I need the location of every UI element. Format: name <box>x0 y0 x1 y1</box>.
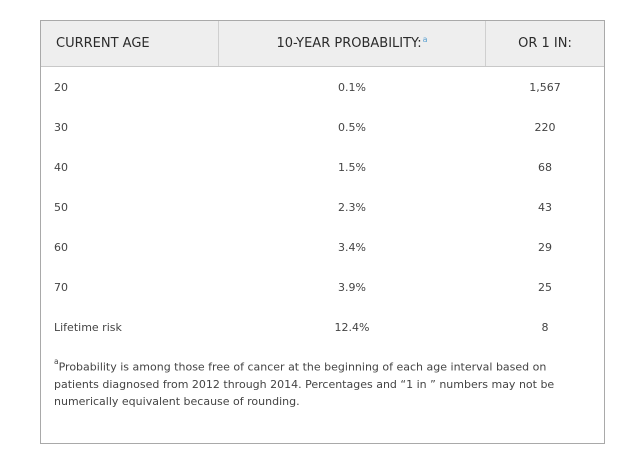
table-row: 50 2.3% 43 <box>41 187 604 227</box>
header-ten-year-probability: 10-YEAR PROBABILITY: a <box>218 21 486 66</box>
cell-probability: 12.4% <box>334 320 370 334</box>
cell-age: 40 <box>54 160 68 174</box>
table-row: 30 0.5% 220 <box>41 107 604 147</box>
cell-one-in: 220 <box>534 120 556 134</box>
table-body: 20 0.1% 1,567 30 0.5% 220 40 1.5% 68 50 … <box>41 67 604 347</box>
cell-one-in: 25 <box>538 280 552 294</box>
cell-age: 60 <box>54 240 68 254</box>
table-header: CURRENT AGE 10-YEAR PROBABILITY: a OR 1 I… <box>41 21 604 67</box>
cell-age: Lifetime risk <box>54 320 122 334</box>
cell-probability: 1.5% <box>338 160 366 174</box>
header-probability-label: 10-YEAR PROBABILITY: <box>276 36 422 51</box>
cell-probability: 3.9% <box>338 280 366 294</box>
footnote-text: Probability is among those free of cance… <box>54 360 555 408</box>
cell-age: 30 <box>54 120 68 134</box>
table-footnote: aProbability is among those free of canc… <box>41 347 604 410</box>
cell-one-in: 43 <box>538 200 552 214</box>
cell-age: 20 <box>54 80 68 94</box>
header-one-in-label: OR 1 IN: <box>518 36 572 51</box>
table-row-lifetime: Lifetime risk 12.4% 8 <box>41 307 604 347</box>
header-current-age: CURRENT AGE <box>41 21 218 66</box>
table-row: 70 3.9% 25 <box>41 267 604 307</box>
header-or-one-in: OR 1 IN: <box>486 21 604 66</box>
header-footnote-marker: a <box>422 35 428 44</box>
cell-age: 70 <box>54 280 68 294</box>
probability-table: CURRENT AGE 10-YEAR PROBABILITY: a OR 1 I… <box>40 20 605 444</box>
cell-probability: 2.3% <box>338 200 366 214</box>
table-row: 20 0.1% 1,567 <box>41 67 604 107</box>
cell-probability: 0.1% <box>338 80 366 94</box>
cell-probability: 0.5% <box>338 120 366 134</box>
table-row: 40 1.5% 68 <box>41 147 604 187</box>
table-row: 60 3.4% 29 <box>41 227 604 267</box>
footnote-marker: a <box>54 357 59 366</box>
cell-one-in: 29 <box>538 240 552 254</box>
cell-one-in: 68 <box>538 160 552 174</box>
cell-probability: 3.4% <box>338 240 366 254</box>
cell-one-in: 8 <box>541 320 549 334</box>
header-current-age-label: CURRENT AGE <box>56 36 150 51</box>
cell-age: 50 <box>54 200 68 214</box>
cell-one-in: 1,567 <box>529 80 561 94</box>
